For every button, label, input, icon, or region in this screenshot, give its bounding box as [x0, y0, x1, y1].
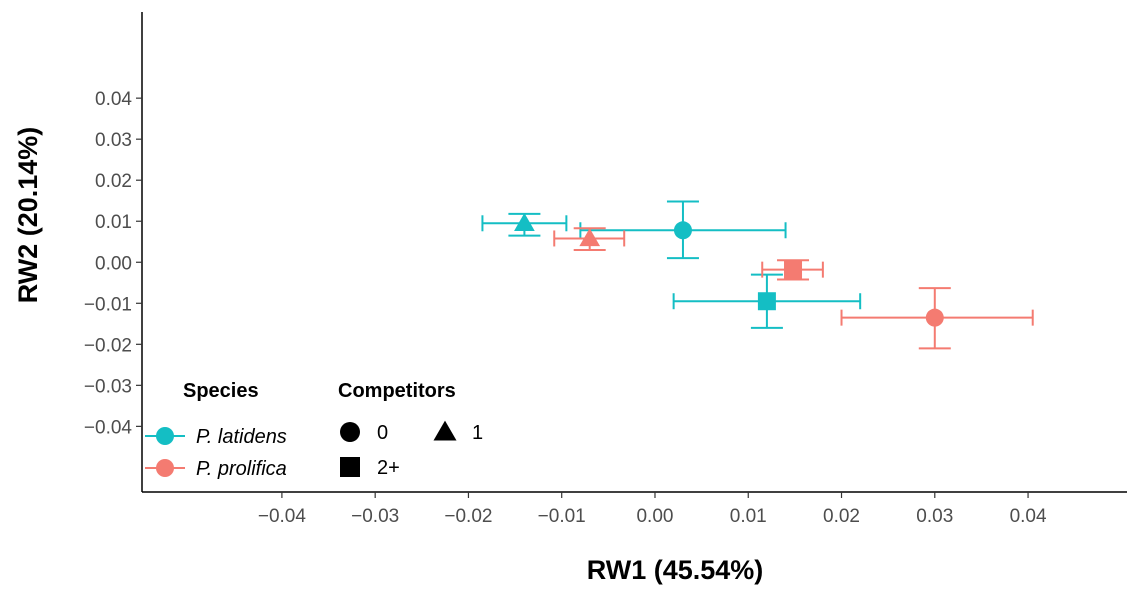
legend-competitor-label: 0	[377, 422, 388, 444]
legend-triangle-icon	[433, 420, 457, 441]
point-group-p-prolifica-c1	[553, 227, 626, 251]
axes: −0.04 −0.03 −0.02 −0.01 0.00 0.01 0.02 0.03 0.04…	[84, 12, 1127, 527]
data-point	[579, 228, 601, 247]
data-point	[925, 308, 944, 327]
x-axis-title: RW1 (45.54%)	[587, 555, 764, 585]
point-group-p-latidens-c2plus	[672, 273, 862, 329]
legend-square-icon	[340, 457, 360, 477]
y-tick-label: −0.04	[84, 417, 133, 438]
y-tick-label: 0.00	[95, 253, 132, 274]
legend-species-title: Species	[183, 380, 259, 402]
y-axis-title: RW2 (20.14%)	[13, 127, 43, 304]
legend-competitor-label: 1	[472, 422, 483, 444]
legend-species-label: P. latidens	[196, 426, 287, 448]
x-tick-label: −0.04	[258, 506, 307, 527]
point-group-p-prolifica-c2plus	[761, 259, 824, 281]
point-group-p-latidens-c0	[579, 200, 787, 260]
x-tick-label: 0.01	[730, 506, 767, 527]
x-tick-label: 0.04	[1010, 506, 1047, 527]
legend-competitors-title: Competitors	[338, 380, 456, 402]
data-point	[673, 221, 692, 240]
x-tick-label: −0.03	[351, 506, 399, 527]
legend-key-marker	[156, 427, 174, 445]
y-tick-label: 0.03	[95, 130, 132, 151]
point-group-p-latidens-c1	[481, 212, 568, 237]
y-tick-label: −0.02	[84, 335, 132, 356]
legend-species-label: P. prolifica	[196, 458, 287, 480]
data-point	[757, 292, 776, 311]
legend-competitor-label: 2+	[377, 457, 400, 479]
x-tick-label: −0.01	[538, 506, 586, 527]
x-tick-label: −0.02	[444, 506, 492, 527]
legend: Species Competitors P. latidens P. prolific…	[145, 380, 483, 480]
legend-circle-icon	[340, 422, 360, 442]
legend-key-marker	[156, 459, 174, 477]
y-tick-label: 0.02	[95, 171, 132, 192]
y-tick-label: 0.01	[95, 212, 132, 233]
x-tick-label: 0.03	[916, 506, 953, 527]
data-point	[784, 260, 803, 279]
x-tick-label: 0.02	[823, 506, 860, 527]
data-point	[514, 213, 535, 231]
x-tick-label: 0.00	[636, 506, 673, 527]
point-group-p-prolifica-c0	[840, 287, 1034, 350]
y-tick-label: −0.01	[84, 294, 132, 315]
data-marks	[481, 200, 1034, 350]
y-tick-label: 0.04	[95, 89, 132, 110]
y-tick-label: −0.03	[84, 376, 132, 397]
